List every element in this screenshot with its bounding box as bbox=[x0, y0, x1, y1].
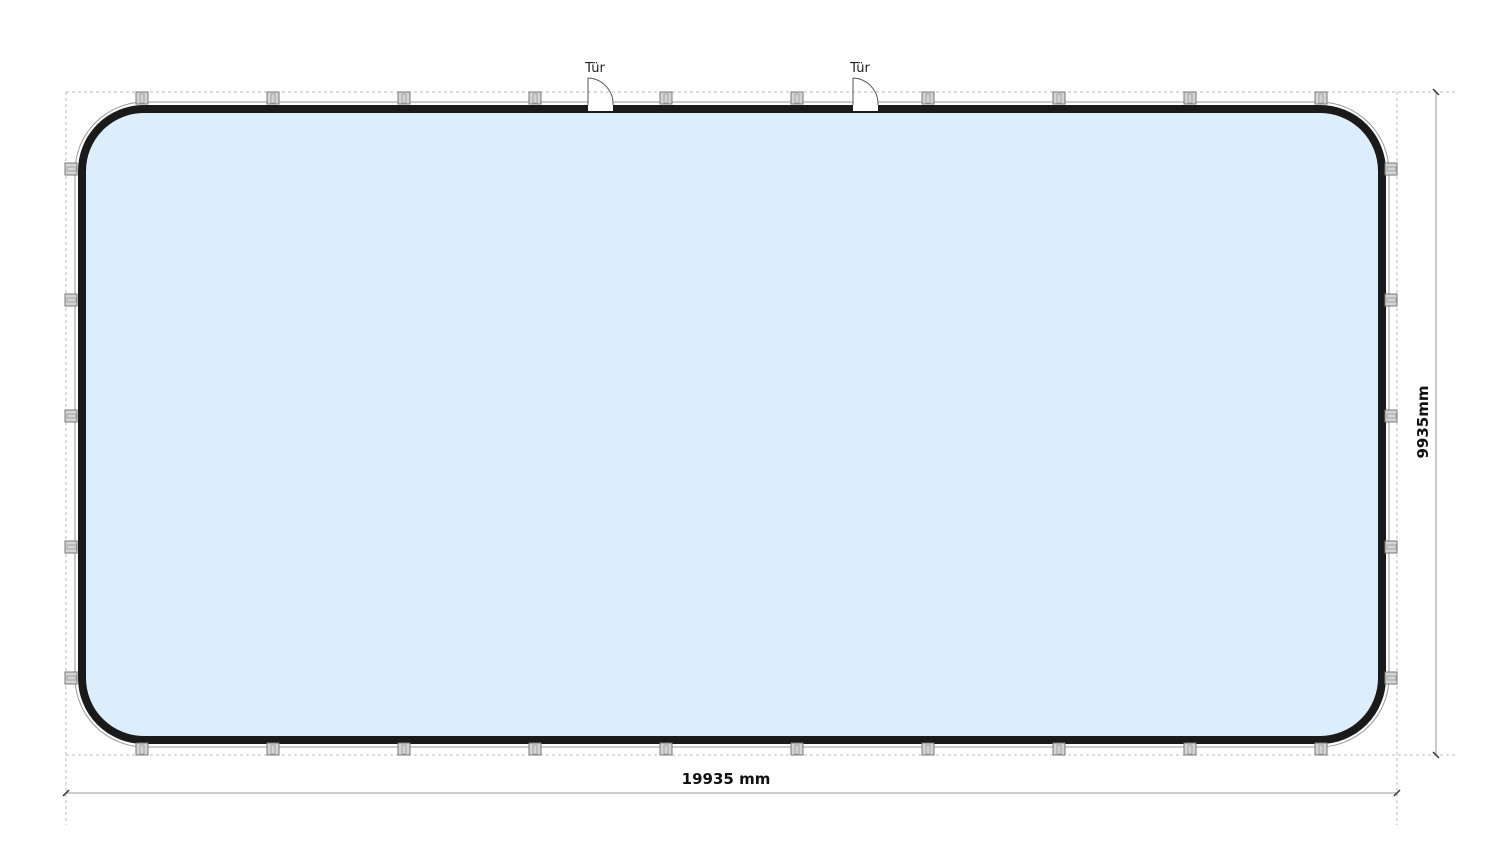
width-dimension-label: 19935 mm bbox=[682, 770, 771, 788]
post-left bbox=[64, 162, 78, 176]
post-bottom bbox=[266, 742, 280, 756]
post-bottom bbox=[921, 742, 935, 756]
doors: Tür Tür bbox=[584, 61, 879, 111]
post-top bbox=[790, 91, 804, 105]
post-top bbox=[1052, 91, 1066, 105]
post-left bbox=[64, 293, 78, 307]
door-label: Tür bbox=[584, 61, 605, 76]
post-top bbox=[397, 91, 411, 105]
door-label: Tür bbox=[849, 61, 870, 76]
post-bottom bbox=[1183, 742, 1197, 756]
fence-posts bbox=[64, 91, 1398, 756]
post-bottom bbox=[135, 742, 149, 756]
width-dimension-line bbox=[62, 789, 1401, 797]
post-right bbox=[1384, 162, 1398, 176]
post-bottom bbox=[528, 742, 542, 756]
post-top bbox=[135, 91, 149, 105]
post-left bbox=[64, 409, 78, 423]
post-bottom bbox=[1052, 742, 1066, 756]
post-top bbox=[266, 91, 280, 105]
outer-wall-outline bbox=[74, 101, 1390, 748]
extension-lines bbox=[65, 91, 1455, 825]
post-bottom bbox=[1314, 742, 1328, 756]
height-dimension-line bbox=[1432, 88, 1440, 759]
post-top bbox=[1314, 91, 1328, 105]
post-bottom bbox=[659, 742, 673, 756]
post-top bbox=[528, 91, 542, 105]
post-bottom bbox=[790, 742, 804, 756]
post-right bbox=[1384, 293, 1398, 307]
post-top bbox=[659, 91, 673, 105]
post-left bbox=[64, 671, 78, 685]
post-right bbox=[1384, 671, 1398, 685]
door[interactable]: Tür bbox=[849, 61, 879, 111]
tent-floor-area bbox=[78, 105, 1386, 744]
post-right bbox=[1384, 540, 1398, 554]
height-dimension-label: 9935mm bbox=[1414, 385, 1432, 458]
post-right bbox=[1384, 409, 1398, 423]
post-top bbox=[921, 91, 935, 105]
post-bottom bbox=[397, 742, 411, 756]
post-left bbox=[64, 540, 78, 554]
post-top bbox=[1183, 91, 1197, 105]
door[interactable]: Tür bbox=[584, 61, 614, 111]
